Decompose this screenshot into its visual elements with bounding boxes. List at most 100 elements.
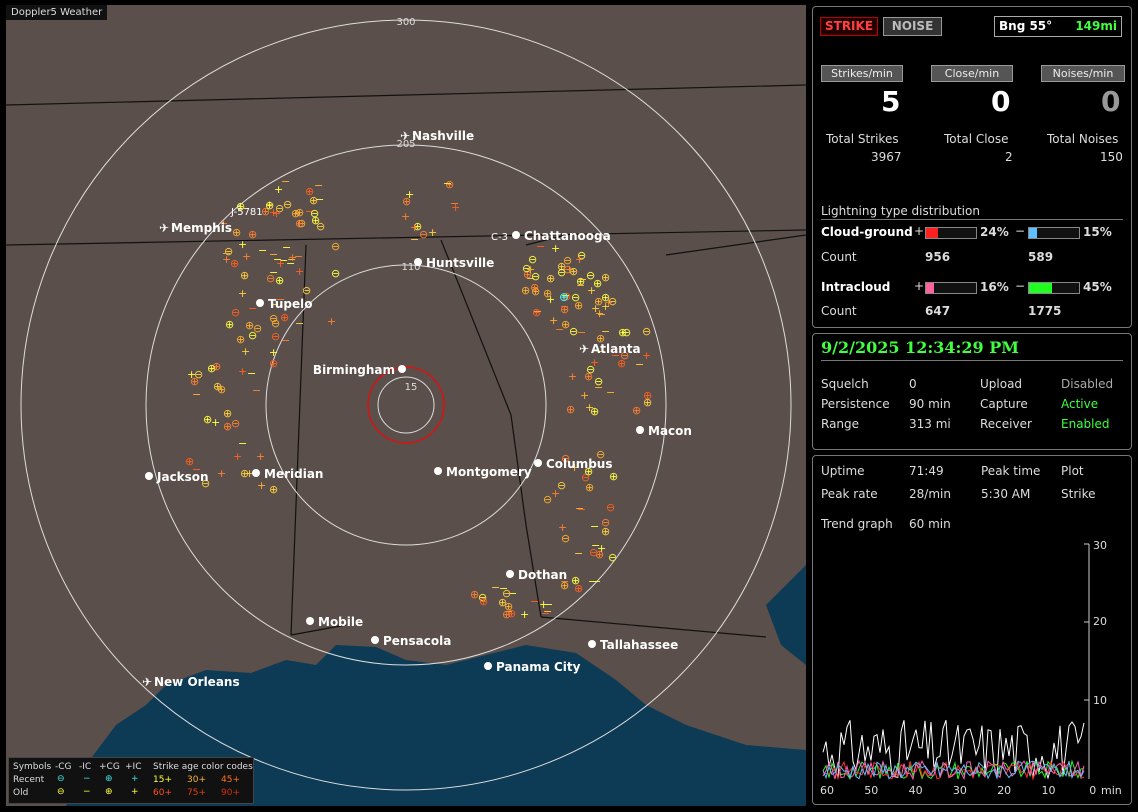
strike-symbol: + [288,251,297,264]
legend-type: +CG [99,762,120,772]
marker-label: J-5781 [230,207,263,218]
strike-symbol: + [295,265,304,278]
ic-positive-pct: 16% [980,280,1009,294]
strike-symbol: ⊖ [596,448,605,461]
city-marker: Tupelo [256,297,313,311]
close-per-min: 0 [991,85,1011,118]
strike-symbol: ⊖ [571,291,580,304]
city-dot-icon [588,640,596,648]
city-marker: Macon [636,424,692,438]
strike-symbol: + [604,296,613,309]
strike-symbol: + [327,315,336,328]
strike-symbol: − [443,177,452,190]
strike-symbol: ⊕ [546,272,555,285]
strike-symbol: ⊖ [275,202,284,215]
strike-symbol: ⊖ [310,207,319,220]
strike-symbol: ⊕ [470,588,479,601]
range-value: 313 mi [909,417,951,431]
city-marker: Jackson [145,470,209,484]
strike-symbol: − [526,272,535,285]
legend-row-old: Old [13,788,29,798]
strike-button[interactable]: STRIKE [820,17,878,36]
city-dot-icon [306,617,314,625]
bearing-readout: Bng 55° 149mi [994,16,1122,37]
strike-symbol: ⊕ [523,268,532,281]
strike-symbol: − [590,520,599,533]
x-tick-label: 40 [909,784,923,797]
strike-symbol: ⊕ [213,380,222,393]
city-marker: Birmingham [313,363,406,377]
strike-symbol: − [410,233,419,246]
strike-symbol: + [211,416,220,429]
ic-positive-count: 647 [925,304,951,318]
strike-symbol: − [315,193,324,206]
strike-symbol: − [601,325,610,338]
strike-symbol: ⊖ [608,551,617,564]
strike-symbol: ⊖ [419,228,428,241]
strike-symbol: ⊖ [594,375,603,388]
strike-symbol: + [597,542,606,555]
ic-negative-bar [1028,282,1080,294]
strike-symbol: ⊕ [240,269,249,282]
city-label: Tupelo [268,297,313,311]
strike-symbol: ⊖ [194,368,203,381]
receiver-label: Receiver [980,417,1032,431]
cg-negative-pct: 15% [1083,225,1112,239]
city-label: Montgomery [446,465,532,479]
strike-symbol: − [577,503,586,516]
airport-icon: ✈ [400,129,410,143]
strike-symbol: + [405,188,414,201]
symbol-legend: Symbols -CG -IC +CG +IC Strike age color… [8,757,254,804]
strike-symbol: ⊕ [413,220,422,233]
strike-symbol: ⊖ [283,198,292,211]
strike-symbol: − [270,298,279,311]
city-label: Columbus [546,457,613,471]
strike-symbol: ⊕ [557,260,566,273]
strike-symbol: ⊕ [269,483,278,496]
ic-negative-count: 1775 [1028,304,1062,318]
city-label: Mobile [318,615,363,629]
strike-symbol: − [286,257,295,270]
strike-symbol: − [543,605,552,618]
strike-symbol: ⊕ [236,333,245,346]
plot-value[interactable]: Strike [1061,487,1096,501]
strike-symbol: + [256,450,265,463]
strike-symbol: ⊖ [577,249,586,262]
neg-cg-old-icon: ⊖ [57,787,65,797]
strike-symbol: ⊕ [574,299,583,312]
range-ring-label: 15 [405,382,418,393]
strike-symbol: ⊕ [502,608,511,621]
lightning-map[interactable]: 300 205 110 15 ⊕ − − ⊕ ⊖ − ⊕ ⊖ ⊕ − − ⊕ + ⊕ + ⊖ ⊖ ⊕ − + ⊖ + ⊖ − ⊖ ⊖ + −… [6,5,806,806]
distance-value: 149mi [1075,19,1117,33]
strike-symbol: ⊕ [225,318,234,331]
strike-symbol: ⊖ [522,262,531,275]
strike-symbol: ⊕ [569,265,578,278]
strike-symbol: + [233,450,242,463]
total-strikes-label: Total Strikes [826,132,899,146]
strike-symbol: − [273,253,282,266]
strike-symbol: ⊕ [232,226,241,239]
strike-symbol: − [541,607,550,620]
strike-symbol: ⊖ [606,501,615,514]
city-label: Huntsville [426,256,494,270]
strike-symbol: − [281,334,290,347]
city-marker: Chattanooga [512,229,611,243]
strike-symbol: ⊕ [275,274,284,287]
strike-symbol: ⊖ [557,266,566,279]
strike-symbol: ⊖ [531,270,540,283]
city-dot-icon [636,426,644,434]
legend-symbols-label: Symbols [13,762,52,772]
strike-symbol: ⊖ [271,317,280,330]
strike-symbol: − [269,266,278,279]
noise-button[interactable]: NOISE [883,17,942,36]
strike-symbol: ⊕ [269,357,278,370]
strike-symbol: ⊕ [309,194,318,207]
neg-cg-recent-icon: ⊖ [57,774,65,784]
city-marker: ✈ Atlanta [579,342,641,356]
strike-symbol: − [499,582,508,595]
city-label: Atlanta [591,342,641,356]
strike-symbol: + [222,253,231,266]
strike-symbol: ⊖ [502,587,511,600]
strike-symbol: ⊖ [601,516,610,529]
